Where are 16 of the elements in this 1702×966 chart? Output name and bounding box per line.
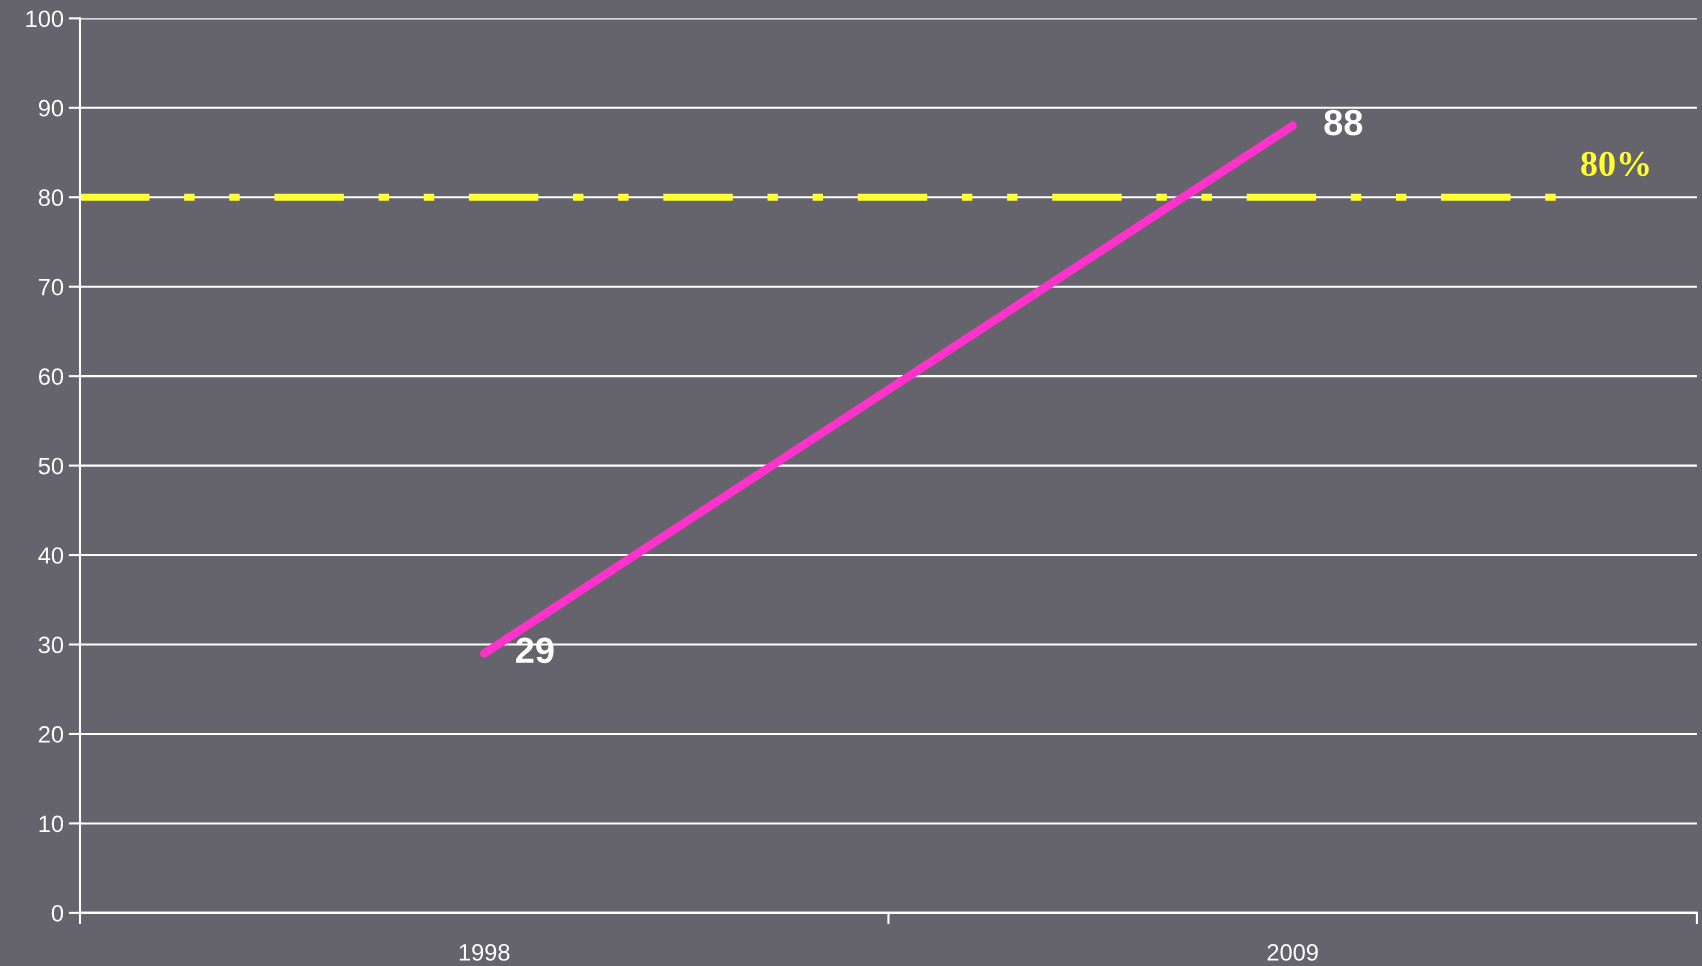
y-tick-label: 0 [51, 904, 64, 922]
y-tick-label: 40 [38, 547, 64, 564]
y-tick-label: 30 [38, 636, 64, 654]
y-tick-label: 50 [38, 457, 64, 475]
y-tick-label: 70 [38, 278, 64, 296]
y-tick-label: 10 [39, 815, 64, 833]
ref-line-label: 80% [1581, 151, 1649, 177]
x-tick-label: 1998 [459, 944, 510, 961]
y-tick-label: 100 [26, 10, 64, 28]
data-label: 88 [1324, 109, 1363, 136]
y-tick-label: 90 [38, 99, 64, 117]
y-tick-label: 60 [38, 368, 64, 385]
x-tick-label: 2009 [1267, 944, 1318, 961]
y-tick-label: 80 [38, 189, 64, 207]
y-tick-label: 20 [38, 726, 64, 743]
data-label: 29 [516, 637, 554, 664]
